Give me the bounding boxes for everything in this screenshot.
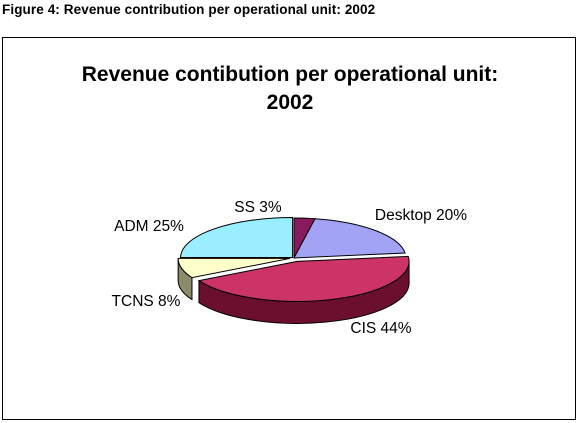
chart-title-line-2: 2002	[267, 91, 314, 114]
pie-label-tcns: TCNS 8%	[112, 293, 181, 310]
pie-chart: Revenue contibution per operational unit…	[82, 63, 499, 337]
pie-label-adm: ADM 25%	[114, 218, 184, 235]
pie-label-cis: CIS 44%	[350, 320, 411, 337]
pie-label-desktop: Desktop 20%	[375, 207, 467, 224]
pie-slice-adm	[180, 216, 294, 258]
chart-frame: Revenue contibution per operational unit…	[2, 37, 576, 420]
pie-slice-tcns	[177, 257, 291, 279]
pie-slice-desktop	[293, 218, 406, 259]
chart-title-line-1: Revenue contibution per operational unit…	[82, 63, 499, 86]
pie-label-ss: SS 3%	[234, 199, 282, 216]
pie-labels: SS 3% Desktop 20% CIS 44% TCNS 8% ADM 25%	[112, 199, 468, 337]
pie-slice-cis	[197, 255, 410, 302]
pie-slices	[177, 216, 410, 324]
figure-caption: Figure 4: Revenue contribution per opera…	[2, 2, 376, 17]
